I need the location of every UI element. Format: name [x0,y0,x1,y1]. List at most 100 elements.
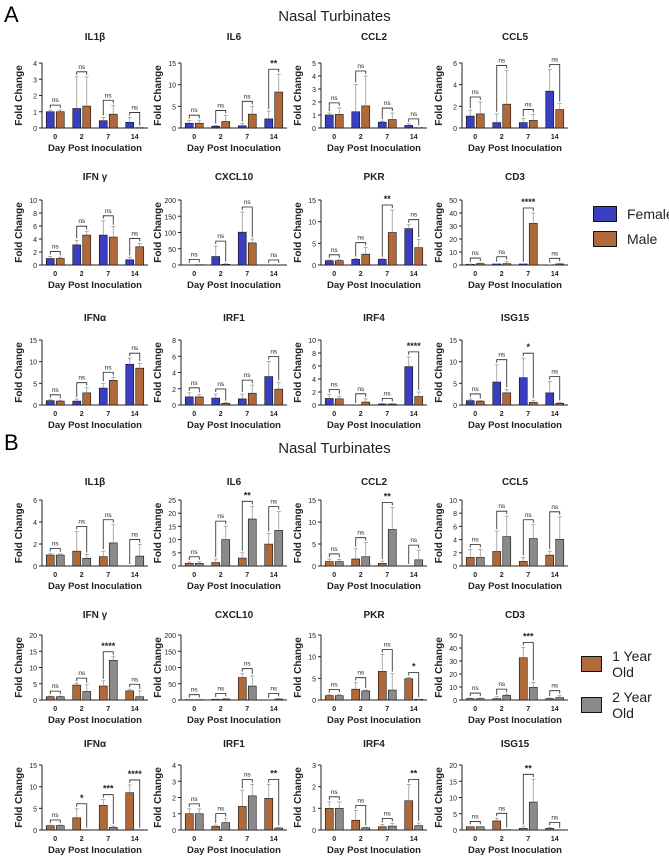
chart-b-ccl5-significance-bracket [522,519,534,556]
chart-a-isg15-bar [518,377,528,406]
chart-b-irf4-x-label: Day Post Inoculation [327,845,421,856]
chart-b-cxcl10-x-tick-label: 2 [219,706,223,713]
chart-a-pkr-x-tick-label: 7 [385,271,389,278]
chart-b-cxcl10-title: CXCL10 [215,610,254,621]
chart-a-ccl2-title: CCL2 [361,32,388,43]
chart-a-ifn--bar [108,236,118,266]
chart-a-cxcl10-x-label: Day Post Inoculation [187,280,281,291]
chart-a-irf1-bar [237,398,247,406]
chart-b-cxcl10-y-tick-label: 0 [172,698,176,705]
legend-swatch-2-year-old [581,697,603,713]
chart-b-ccl2-significance-label: ns [331,546,339,553]
chart-b-pkr-bar [404,678,414,701]
chart-a-ifn--significance-label: ns [78,218,86,225]
chart-a-il6-bar [237,125,247,129]
chart-a-pkr-significance-label: ** [384,194,392,204]
chart-b-ccl2-bar [361,556,371,567]
chart-b-ifn--bar [125,792,135,831]
chart-a-irf4-significance-bracket [381,397,393,402]
chart-b-cd3-y-tick-label: 20 [449,672,457,679]
chart-b-pkr-bar [361,690,371,701]
chart-b-cd3-y-tick-label: 50 [449,633,457,640]
chart-b-cd3-x-tick-label: 14 [551,706,559,713]
chart-b-ccl2-bar [324,561,334,567]
chart-a-irf4-bar [404,366,414,406]
chart-a-il1--significance-bracket [49,104,61,109]
chart-a-ccl5-bar [518,122,528,129]
chart-a-il1--y-tick-label: 4 [33,61,37,68]
chart-b-cxcl10-significance-bracket [215,692,227,698]
chart-b-il6-bar [194,563,204,567]
chart-a-irf4-y-tick-label: 10 [308,338,316,345]
chart-a-pkr-x-tick-label: 2 [359,271,363,278]
chart-b-irf4-bar [404,800,414,831]
chart-b-cxcl10-bar [274,698,284,701]
chart-a-irf4-x-label: Day Post Inoculation [327,420,421,431]
chart-a-irf1-x-tick-label: 0 [192,411,196,418]
chart-a-irf1-x-tick-label: 2 [219,411,223,418]
chart-a-cd3-x-tick-label: 7 [526,271,530,278]
chart-b-ifn--y-tick-label: 5 [33,806,37,813]
chart-b-cxcl10-significance-label: ns [191,687,199,694]
chart-b-irf1-significance-bracket [268,779,280,826]
chart-b-isg15-bar [545,828,555,831]
chart-a-ccl5-bar [502,103,512,129]
chart-a-cd3-y-label: Fold Change [434,202,445,263]
chart-a-ccl2-x-label: Day Post Inoculation [327,143,421,154]
chart-a-ifn--x-tick-label: 0 [53,271,57,278]
chart-b-cd3-bar [475,698,485,701]
chart-b-ccl2-title: CCL2 [361,477,388,488]
legend-item-female: Female [593,206,669,222]
chart-b-irf4-x-tick-label: 2 [359,836,363,843]
chart-b-il6-significance-label: ** [244,490,252,500]
chart-a-ifn--bar [125,363,135,406]
chart-a-irf1-significance-label: ns [191,380,199,387]
chart-b-il6-significance-bracket [215,520,227,557]
chart-b-irf4-bar [351,819,361,831]
chart-b-ifn--y-tick-label: 10 [29,785,37,792]
chart-b-irf4-y-tick-label: 2 [312,785,316,792]
chart-a-isg15-significance-label: ns [498,352,506,359]
chart-b-ccl2-x-tick-label: 7 [385,572,389,579]
chart-a-pkr-significance-label: ns [410,212,418,219]
chart-a-ccl5-title: CCL5 [502,32,529,43]
chart-a-ccl2-y-tick-label: 1 [312,113,316,120]
chart-b-irf4-y-tick-label: 0 [312,828,316,835]
chart-a-il1--y-label: Fold Change [14,65,25,126]
chart-b-cd3-x-tick-label: 7 [526,706,530,713]
section-title-a: Nasal Turbinates [278,8,391,25]
chart-a-ccl5-x-label: Day Post Inoculation [468,143,562,154]
chart-a-irf4-title: IRF4 [363,313,385,324]
chart-a-ifn--x-tick-label: 14 [131,411,139,418]
chart-a-cxcl10-x-tick-label: 14 [270,271,278,278]
chart-b-ccl2-significance-label: ns [410,537,418,544]
chart-a-cd3-bar [475,263,485,266]
chart-a-il6-bar [264,118,274,129]
chart-a-cxcl10-bar [237,231,247,266]
chart-b-pkr-y-tick-label: 0 [312,698,316,705]
chart-b-ccl2-significance-bracket [381,502,393,560]
chart-b-isg15-y-tick-label: 15 [449,779,457,786]
chart-b-il6-bar [221,539,231,567]
chart-a-cxcl10-significance-bracket [241,206,253,237]
chart-b-pkr-y-tick-label: 10 [308,655,316,662]
chart-a-ifn--significance-label: ns [78,375,86,382]
chart-b-ifn--x-tick-label: 14 [131,706,139,713]
chart-b-il6-x-tick-label: 0 [192,572,196,579]
chart-a-irf4-y-tick-label: 6 [312,364,316,371]
chart-b-ccl2-y-tick-label: 15 [308,498,316,505]
chart-b-irf4-bar [324,808,334,831]
chart-a-isg15-bar [475,400,485,406]
chart-b-cxcl10-significance-bracket [268,692,280,698]
chart-b-ccl2-bar [377,563,387,567]
legend-item-male: Male [593,231,669,247]
chart-a-pkr-y-tick-label: 15 [308,198,316,205]
chart-b-irf1-y-tick-label: 1 [172,812,176,819]
chart-a-isg15-significance-label: ns [472,386,480,393]
chart-b-il6-bar [237,557,247,567]
chart-b-ifn--bar [135,696,145,701]
chart-b-ifn--bar [55,696,65,701]
chart-a-isg15-y-tick-label: 15 [449,338,457,345]
chart-b-pkr-x-tick-label: 7 [385,706,389,713]
chart-a-ccl5-significance-label: ns [551,57,559,64]
